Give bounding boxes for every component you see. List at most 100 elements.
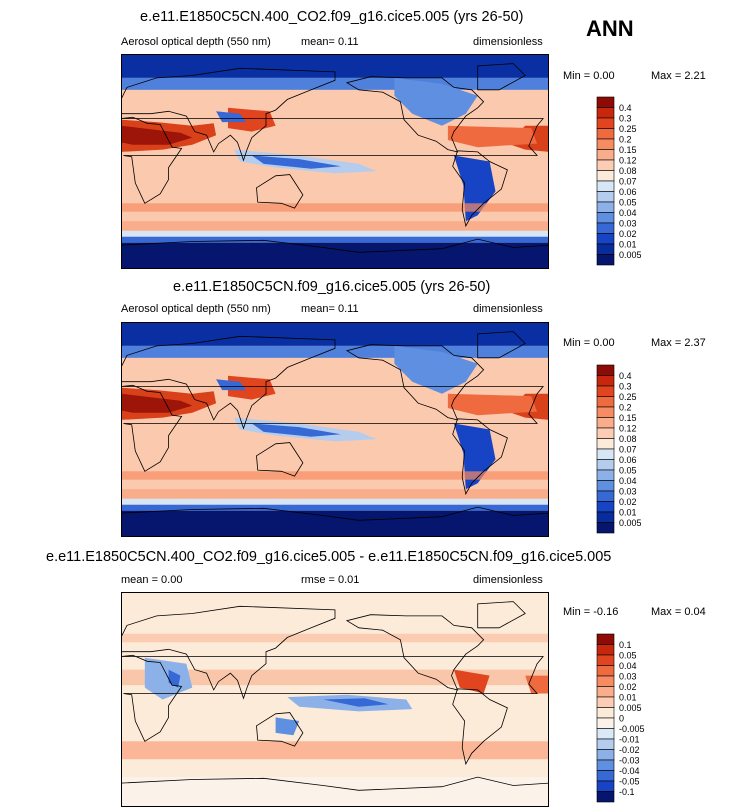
panel2-map [121,322,549,537]
southern-ocean-band [121,221,549,231]
dust-region [121,125,193,145]
colorbar-tick-label: -0.01 [619,735,640,745]
north-america-low [394,345,478,394]
colorbar-swatch [596,117,615,129]
colorbar-tick-label: 0.04 [619,661,637,671]
colorbar-swatch [596,644,615,656]
coastline-africa [121,654,544,742]
colorbar-swatch [596,159,615,171]
coastline-samerica [452,150,508,228]
colorbar-swatch [596,469,615,481]
midlat-band [121,471,549,480]
southern-ocean-band [121,230,549,237]
southern-ocean-band [121,236,549,243]
coastline-antarctica [121,506,549,521]
coastline-eurasia [121,335,336,430]
colorbar-tick-label: -0.1 [619,787,635,797]
colorbar-tick-label: 0.005 [619,518,642,528]
panel3-title: e.e11.E1850C5CN.400_CO2.f09_g16.cice5.00… [46,549,612,565]
colorbar-swatch [596,522,615,534]
colorbar-tick-label: 0.06 [619,455,637,465]
panel3-units-label: dimensionless [473,574,543,586]
colorbar-swatch [596,749,615,761]
coastline-greenland [477,601,526,629]
coastline-eurasia [121,67,336,162]
colorbar-swatch [596,191,615,203]
pacific-low [251,423,341,437]
colorbar-swatch [596,138,615,150]
coastline-australia [256,174,304,209]
colorbar-swatch [596,759,615,771]
tibet-low [216,111,246,123]
pacific-low [251,155,341,169]
colorbar-tick-label: 0.4 [619,103,632,113]
africa-low [168,669,181,688]
colorbar-swatch [596,107,615,119]
colorbar-swatch [596,728,615,740]
colorbar-tick-label: 0.2 [619,403,632,413]
colorbar-swatch [596,254,615,266]
colorbar-tick-label: 0.02 [619,497,637,507]
atlantic-plume [447,393,538,416]
coastline-eurasia [121,605,336,700]
colorbar-swatch [596,707,615,719]
colorbar-tick-label: 0.25 [619,392,637,402]
colorbar-tick-label: 0.03 [619,219,637,229]
colorbar-tick-label: 0.03 [619,672,637,682]
colorbar-tick-label: 0.02 [619,229,637,239]
colorbar-swatch [596,654,615,666]
panel1-colorbar: 0.40.30.250.20.150.120.080.070.060.050.0… [596,96,642,266]
dust-region [121,393,193,413]
colorbar-swatch [596,696,615,708]
colorbar-tick-label: 0.12 [619,156,637,166]
colorbar-swatch [596,96,615,108]
colorbar-swatch [596,459,615,471]
colorbar-tick-label: 0.15 [619,145,637,155]
map-frame [121,592,549,807]
colorbar-swatch [596,675,615,687]
southern-ocean-band [121,489,549,499]
colorbar-tick-label: 0 [619,714,624,724]
colorbar-swatch [596,180,615,192]
coastline-antarctica [121,776,549,791]
panel2-mean-label: mean= 0.11 [301,303,359,315]
colorbar-swatch [596,222,615,234]
colorbar-swatch [596,738,615,750]
colorbar-swatch [596,633,615,645]
colorbar-swatch [596,385,615,397]
panel2-max-label: Max = 2.37 [651,337,706,349]
colorbar-tick-label: 0.03 [619,487,637,497]
panel3-colorbar: 0.10.050.040.030.020.010.0050-0.005-0.01… [596,633,645,803]
coastline-samerica [452,688,508,766]
midlat-band [121,203,549,212]
season-label: ANN [586,16,634,41]
northern-band [121,633,549,643]
colorbar-tick-label: 0.08 [619,166,637,176]
coastline-australia [256,712,304,747]
arctic-band [121,322,549,346]
panel2-units-label: dimensionless [473,303,543,315]
coastline-antarctica [121,238,549,253]
panel3-min-label: Min = -0.16 [563,606,619,618]
colorbar-tick-label: 0.1 [619,640,632,650]
colorbar-tick-label: 0.07 [619,177,637,187]
colorbar-tick-label: 0.02 [619,682,637,692]
panel1-units-label: dimensionless [473,36,543,48]
colorbar-tick-label: -0.03 [619,756,640,766]
coastline-africa [121,384,544,472]
coastline-greenland [477,331,526,359]
colorbar-tick-label: 0.04 [619,208,637,218]
colorbar-swatch [596,375,615,387]
colorbar-swatch [596,417,615,429]
coastline-namerica [345,614,485,691]
colorbar-tick-label: 0.01 [619,508,637,518]
colorbar-tick-label: 0.05 [619,198,637,208]
panel1-mean-label: mean= 0.11 [301,36,359,48]
colorbar-tick-label: -0.02 [619,745,640,755]
colorbar-swatch [596,427,615,439]
colorbar-swatch [596,406,615,418]
colorbar-swatch [596,448,615,460]
panel1-map [121,54,549,269]
colorbar-tick-label: 0.2 [619,135,632,145]
antarctic-band [121,242,549,269]
